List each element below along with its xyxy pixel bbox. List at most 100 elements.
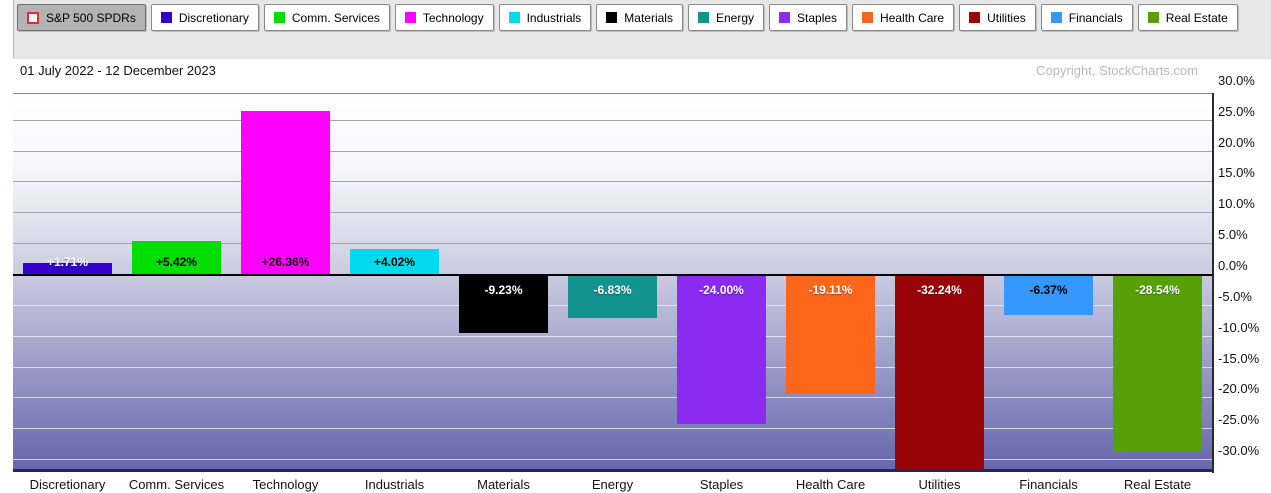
legend-item-label: Staples <box>797 10 838 25</box>
legend-toggle-energy[interactable]: Energy <box>687 4 765 31</box>
bar-value-label: -32.24% <box>917 283 962 297</box>
bar-column-health-care: -19.11% <box>776 94 885 472</box>
legend-item-label: Real Estate <box>1165 10 1228 25</box>
bar-value-label: -6.83% <box>593 283 632 297</box>
benchmark-checkbox-icon[interactable] <box>27 11 39 24</box>
bars-layer: +1.71% +5.42% +26.36% +4.02% -9.23% -6.83% -24… <box>13 94 1212 472</box>
y-tick-label: -10.0% <box>1218 320 1260 335</box>
legend-toggle-discretionary[interactable]: Discretionary <box>150 4 259 31</box>
y-tick-label: 10.0% <box>1218 196 1255 211</box>
gridline <box>13 151 1212 152</box>
legend-toggle-materials[interactable]: Materials <box>596 4 683 31</box>
x-axis-label-energy: Energy <box>591 477 634 492</box>
bar-value-label: +26.36% <box>261 255 310 269</box>
legend-item-label: Financials <box>1068 10 1123 25</box>
bar-financials <box>1003 276 1094 315</box>
legend-item-label: Industrials <box>526 10 582 25</box>
benchmark-label: S&P 500 SPDRs <box>46 10 136 25</box>
y-tick-label: 0.0% <box>1218 258 1248 273</box>
legend-item-label: Utilities <box>987 10 1026 25</box>
bar-technology <box>240 111 331 274</box>
gridline <box>13 459 1212 460</box>
legend-toggle-technology[interactable]: Technology <box>394 4 494 31</box>
bar-industrials <box>349 249 440 274</box>
y-tick-label: 5.0% <box>1218 227 1248 242</box>
plot-area: +1.71% +5.42% +26.36% +4.02% -9.23% -6.83% -24… <box>13 93 1212 472</box>
discretionary-swatch-icon <box>160 12 172 23</box>
y-tick-label: -30.0% <box>1218 443 1260 458</box>
bar-materials <box>458 276 549 333</box>
x-axis-label-discretionary: Discretionary <box>29 477 106 492</box>
x-axis-label-comm-services: Comm. Services <box>128 477 225 492</box>
copyright-label: Copyright, StockCharts.com <box>1036 63 1198 78</box>
legend-toggle-staples[interactable]: Staples <box>769 4 848 31</box>
bar-discretionary <box>22 263 113 274</box>
legend-toggle-real-estate[interactable]: Real Estate <box>1137 4 1238 31</box>
legend-toggle-comm-services[interactable]: Comm. Services <box>263 4 390 31</box>
materials-swatch-icon <box>606 12 618 23</box>
x-axis-label-technology: Technology <box>252 477 319 492</box>
x-axis-label-utilities: Utilities <box>918 477 961 492</box>
technology-swatch-icon <box>404 12 416 23</box>
legend-item-label: Comm. Services <box>291 10 380 25</box>
y-tick-label: 20.0% <box>1218 135 1255 150</box>
x-axis-labels: Discretionary Comm. Services Technology Ind… <box>13 477 1212 492</box>
y-tick-label: -5.0% <box>1218 289 1252 304</box>
gridline <box>13 336 1212 337</box>
bar-column-discretionary: +1.71% <box>13 94 122 472</box>
bar-value-label: -19.11% <box>808 283 853 297</box>
bar-value-label: +4.02% <box>373 255 416 269</box>
bar-utilities <box>894 276 985 472</box>
industrials-swatch-icon <box>508 12 520 23</box>
date-range-label: 01 July 2022 - 12 December 2023 <box>20 63 216 78</box>
x-axis-label-real-estate: Real Estate <box>1123 477 1192 492</box>
legend-toggle-industrials[interactable]: Industrials <box>498 4 592 31</box>
x-axis-label-health-care: Health Care <box>795 477 866 492</box>
bar-column-comm-services: +5.42% <box>122 94 231 472</box>
zero-line <box>13 274 1212 276</box>
gridline <box>13 243 1212 244</box>
energy-swatch-icon <box>697 12 709 23</box>
y-tick-label: 30.0% <box>1218 73 1255 88</box>
gridline <box>13 120 1212 121</box>
gridline <box>13 367 1212 368</box>
legend-item-label: Materials <box>624 10 673 25</box>
bar-column-utilities: -32.24% <box>885 94 994 472</box>
bar-column-real-estate: -28.54% <box>1103 94 1212 472</box>
bar-column-energy: -6.83% <box>558 94 667 472</box>
gridline <box>13 397 1212 398</box>
bar-column-industrials: +4.02% <box>340 94 449 472</box>
y-tick-label: 15.0% <box>1218 165 1255 180</box>
plot-bottom-border <box>13 469 1212 472</box>
bar-comm-services <box>131 241 222 274</box>
x-axis-label-industrials: Industrials <box>364 477 425 492</box>
bar-energy <box>567 276 658 318</box>
x-axis-label-financials: Financials <box>1019 477 1078 492</box>
bar-value-label: -24.00% <box>699 283 744 297</box>
y-tick-label: -15.0% <box>1218 351 1260 366</box>
x-axis-label-materials: Materials <box>477 477 530 492</box>
health-care-swatch-icon <box>862 12 874 23</box>
legend-item-label: Energy <box>715 10 755 25</box>
legend-toggle-financials[interactable]: Financials <box>1040 4 1133 31</box>
gridline <box>13 181 1212 182</box>
utilities-swatch-icon <box>969 12 981 23</box>
bar-column-materials: -9.23% <box>449 94 558 472</box>
y-tick-label: -20.0% <box>1218 381 1260 396</box>
gridline <box>13 212 1212 213</box>
bar-staples <box>676 276 767 424</box>
bar-value-label: -6.37% <box>1029 283 1068 297</box>
legend-item-label: Health Care <box>880 10 945 25</box>
legend-item-label: Discretionary <box>178 10 249 25</box>
gridline <box>13 428 1212 429</box>
staples-swatch-icon <box>779 12 791 23</box>
bar-health-care <box>785 276 876 394</box>
legend-toggle-utilities[interactable]: Utilities <box>959 4 1036 31</box>
legend-bar: S&P 500 SPDRs Discretionary Comm. Service… <box>13 0 1271 59</box>
benchmark-toggle-button[interactable]: S&P 500 SPDRs <box>17 4 146 31</box>
real-estate-swatch-icon <box>1147 12 1159 23</box>
legend-toggle-health-care[interactable]: Health Care <box>852 4 955 31</box>
bar-value-label: -28.54% <box>1135 283 1180 297</box>
y-tick-label: 25.0% <box>1218 104 1255 119</box>
